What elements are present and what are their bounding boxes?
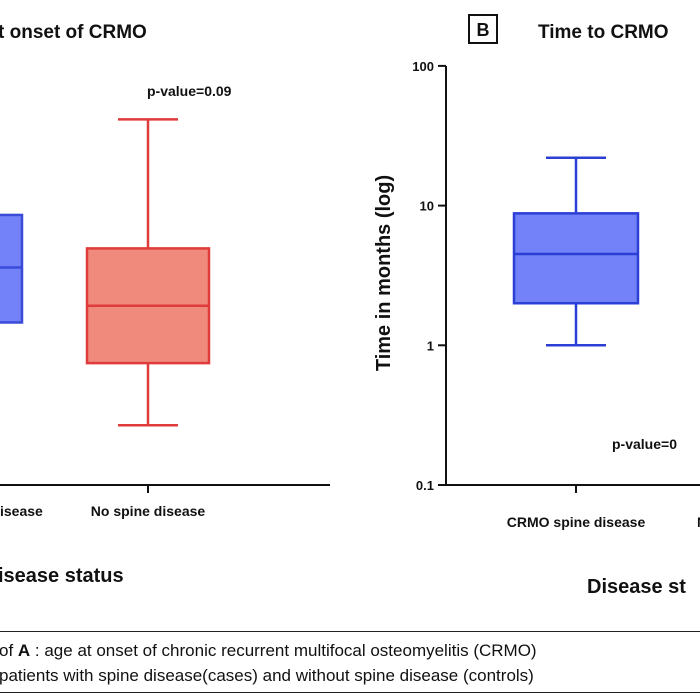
panel-b-boxes [512, 156, 640, 347]
panel-b: B Time to CRMO Time in months (log) 0.1 1… [373, 14, 700, 598]
panel-b-x-axis-title: Disease st [587, 576, 686, 598]
figure: t onset of CRMO p-value=0.09 isease No s… [0, 14, 700, 598]
panel-a: t onset of CRMO p-value=0.09 isease No s… [0, 22, 330, 587]
caption-line-1: of A : age at onset of chronic recurrent… [0, 638, 700, 663]
y-tick-label: 1 [427, 338, 434, 353]
y-tick-label: 10 [420, 199, 434, 214]
panel-b-letter: B [477, 20, 490, 40]
panel-a-p-value: p-value=0.09 [147, 83, 232, 99]
caption-bold-letter: A [17, 641, 31, 660]
caption-prefix: of [0, 641, 18, 660]
panel-b-title: Time to CRMO [538, 22, 669, 43]
panel-a-category-label: No spine disease [91, 503, 206, 519]
panel-b-category-label: CRMO spine disease [507, 514, 646, 530]
caption-text: : age at onset of chronic recurrent mult… [30, 641, 537, 660]
y-tick-label: 100 [412, 59, 434, 74]
panel-a-category-label: isease [0, 503, 43, 519]
box [512, 212, 640, 305]
panel-a-boxes [0, 118, 211, 427]
panel-a-x-axis-title: isease status [0, 565, 124, 587]
panel-a-title: t onset of CRMO [0, 22, 147, 43]
panel-b-y-axis-title: Time in months (log) [373, 175, 395, 371]
caption-line-2: patients with spine disease(cases) and w… [0, 666, 534, 685]
y-tick-label: 0.1 [416, 478, 434, 493]
panel-b-y-ticks: 0.1 1 10 100 [412, 59, 446, 493]
panel-b-category-label: N [697, 514, 700, 530]
panel-b-letter-box [468, 14, 498, 44]
figure-caption: of A : age at onset of chronic recurrent… [0, 631, 700, 693]
panel-b-p-value: p-value=0 [612, 436, 677, 452]
